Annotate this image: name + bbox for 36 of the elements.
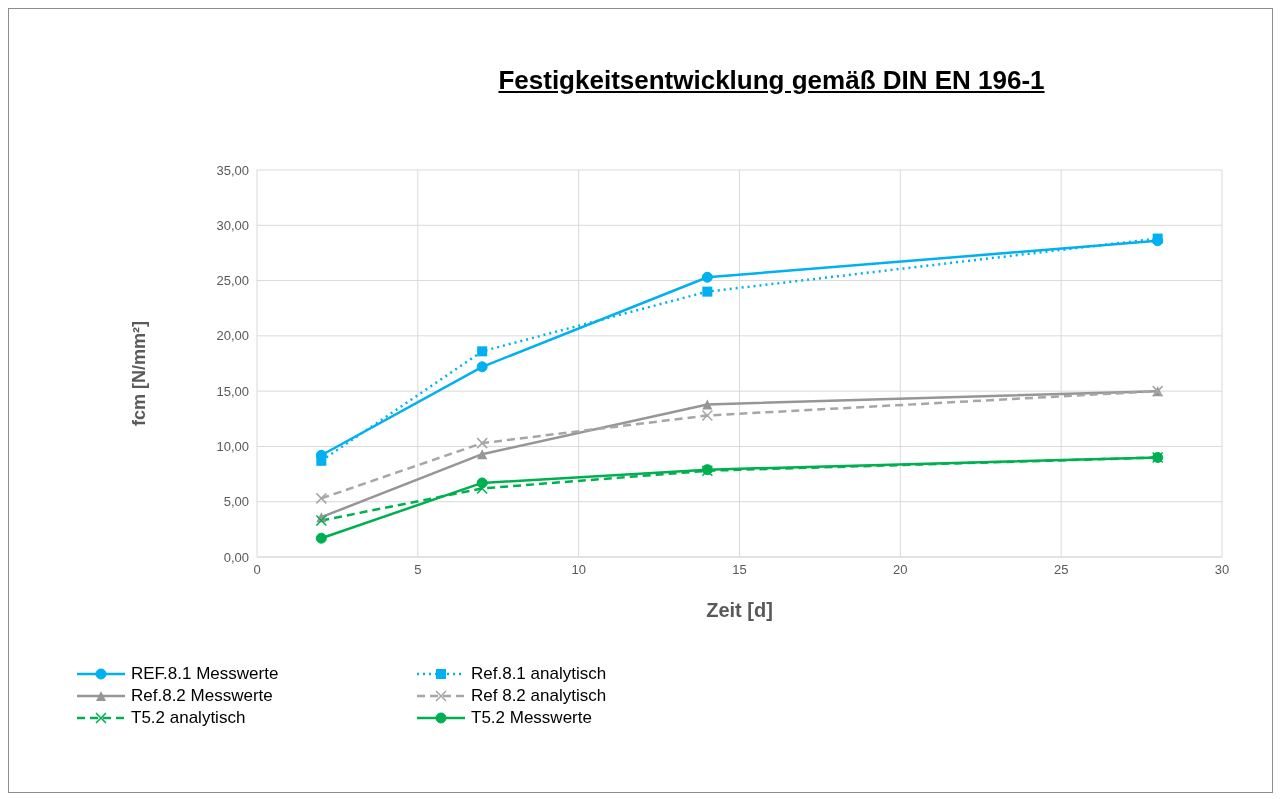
y-tick-label: 15,00: [216, 383, 249, 399]
point: [476, 437, 488, 449]
x-axis-title: Zeit [d]: [706, 599, 773, 621]
legend-label: Ref.8.2 Messwerte: [131, 686, 273, 706]
legend-label: T5.2 Messwerte: [471, 708, 592, 728]
point: [701, 409, 714, 422]
point: [701, 271, 713, 283]
y-axis-title: fcm [N/mm²]: [129, 320, 150, 427]
point: [476, 477, 488, 489]
y-tick-label: 10,00: [216, 439, 249, 455]
x-tick-label: 10: [571, 562, 586, 578]
legend-label: REF.8.1 Messwerte: [131, 664, 279, 684]
x-tick-label: 0: [253, 562, 261, 578]
y-tick-label: 35,00: [216, 162, 249, 178]
x-tick-label: 5: [414, 562, 422, 578]
point: [476, 361, 488, 373]
legend-label: T5.2 analytisch: [131, 708, 246, 728]
chart-title: Festigkeitsentwicklung gemäß DIN EN 196-1: [498, 65, 1045, 95]
point: [315, 492, 328, 505]
point: [315, 514, 328, 527]
point: [477, 449, 488, 460]
point: [702, 399, 713, 410]
legend-label: Ref 8.2 analytisch: [471, 686, 607, 706]
x-tick-label: 30: [1214, 562, 1230, 578]
y-tick-label: 30,00: [216, 217, 249, 233]
x-tick-label: 15: [732, 562, 747, 578]
y-tick-label: 20,00: [216, 328, 249, 344]
y-tick-label: 0,00: [223, 549, 249, 565]
legend-label: Ref.8.1 analytisch: [471, 664, 607, 684]
point: [315, 532, 327, 544]
x-tick-label: 25: [1053, 562, 1069, 578]
x-tick-label: 20: [893, 562, 908, 578]
y-tick-label: 5,00: [223, 494, 249, 510]
y-tick-label: 25,00: [216, 273, 249, 289]
point: [477, 346, 488, 357]
point: [702, 286, 713, 297]
